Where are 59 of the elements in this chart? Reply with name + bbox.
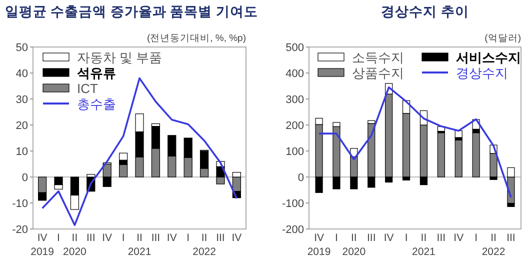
text: (억달러) [484,33,521,44]
chart-title: 일평균 수출금액 증가율과 품목별 기여도 [4,4,258,19]
legend-label: 석유류 [77,66,116,80]
x-tick-label: III [216,232,225,244]
x-tick-label: I [335,232,338,244]
y-tick-label: 100 [286,146,304,158]
y-tick-label: 50 [16,42,28,54]
y-tick-label: 30 [16,94,28,106]
x-tick-label: I [474,232,478,244]
legend-label: 자동차 및 부품 [77,50,162,65]
bar [454,130,462,138]
legend-label: 총수출 [77,96,116,112]
legend-label: 경상수지 [456,66,508,80]
y-tick-label: 500 [286,42,304,54]
legend-label: ICT [77,81,98,96]
x-tick-label: I [404,232,408,244]
x-tick-label: III [436,232,446,244]
y-tick-label: 10 [16,146,28,158]
x-tick-label: IV [166,232,177,244]
y-tick-label: 300 [286,94,304,106]
x-tick-label: I [122,232,125,244]
x-tick-label: I [57,232,60,244]
bar [119,164,128,178]
bar [54,176,63,186]
x-tick-label: II 2021 [412,232,436,258]
legend-label: 소득수지 [352,50,404,65]
x-tick-label: IV [454,232,464,244]
y-tick-label: 0 [298,172,304,184]
x-tick-label: III [151,232,160,244]
legend-label: 상품수지 [352,66,404,80]
y-tick-label: 0 [22,172,28,184]
y-tick-label: 40 [16,68,28,80]
x-tick-label: IV [384,232,394,244]
y-tick-label: 20 [16,120,28,132]
x-tick-label: IV [102,232,112,244]
x-tick-label: I [186,232,190,244]
x-tick-label: II 2020 [63,232,87,258]
legend-label: 서비스수지 [456,50,521,65]
x-tick-label: II 2021 [128,232,152,258]
y-tick-label: -100 [282,198,304,210]
bar [454,140,462,178]
y-tick-label: -10 [12,198,28,210]
x-tick-label: III [86,232,96,244]
text: (전년동기대비, %, %p) [146,33,246,44]
x-tick-label: IV [232,232,242,244]
x-tick-label: III [366,232,376,244]
x-tick-label: II 2022 [482,232,506,258]
x-tick-label: II 2022 [192,232,216,258]
bar [472,132,480,178]
x-tick-label: IV 2019 [307,232,331,258]
y-tick-label: 200 [286,120,304,132]
y-tick-label: -20 [12,224,28,236]
x-tick-label: III [506,232,516,244]
x-tick-label: II 2020 [342,232,366,258]
y-tick-label: 400 [286,68,304,80]
y-tick-label: -200 [282,224,304,236]
line-series [318,86,512,198]
x-tick-label: IV 2019 [30,232,54,258]
chart-title: 경상수지 추이 [381,4,469,19]
